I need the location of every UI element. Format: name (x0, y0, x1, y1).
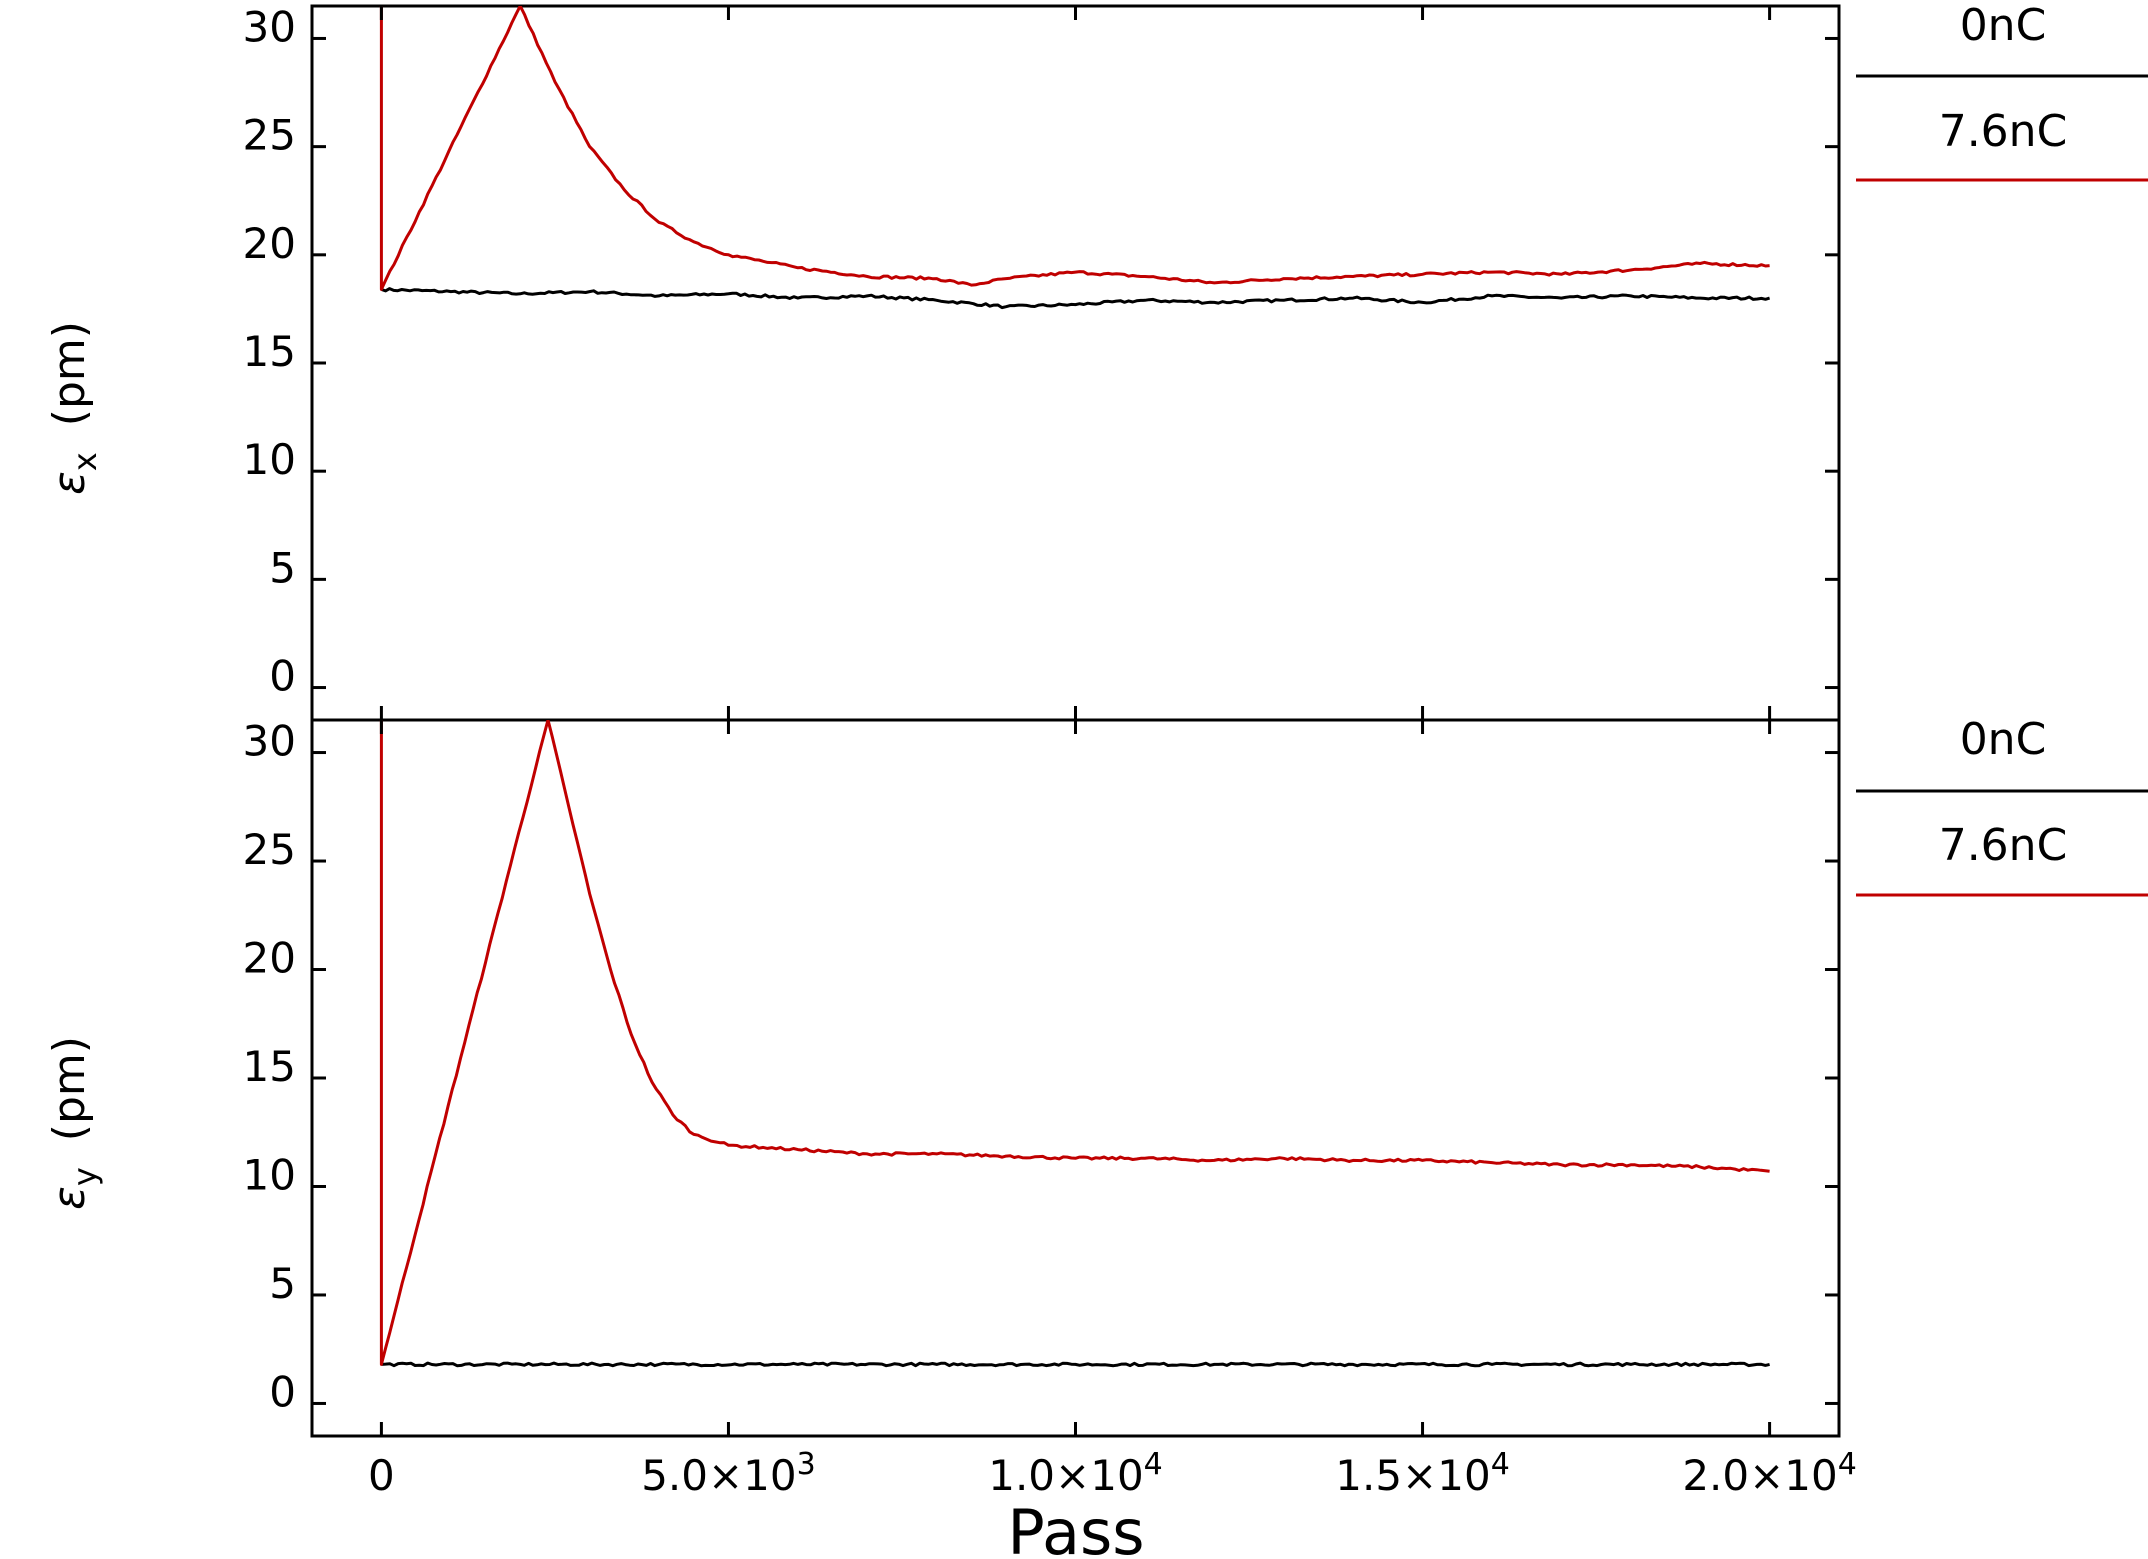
bottom-ytick-label: 20 (243, 934, 296, 983)
top-ytick-label: 15 (243, 327, 296, 376)
top-ytick-label: 0 (269, 652, 296, 701)
bottom-ytick-label: 5 (269, 1259, 296, 1308)
x-axis-title: Pass (1007, 1496, 1144, 1559)
bottom-legend-label-0nc: 0nC (1960, 714, 2047, 765)
bottom-plot-frame (310, 718, 1841, 1438)
bottom-series-line-7.6nc (379, 720, 1770, 1366)
svg-text:εy(pm): εy (pm) (44, 1036, 104, 1210)
bottom-y-axis-subscript: y (66, 1167, 104, 1186)
top-series-line-0nc (380, 287, 1771, 310)
xtick-label: 1.0×104 (988, 1447, 1163, 1500)
top-y-axis-subscript: x (66, 452, 104, 471)
bottom-plot-area (379, 720, 1770, 1368)
xtick-label: 0 (368, 1451, 395, 1500)
bottom-y-ticks: 0 5 10 15 20 25 30 (243, 717, 1839, 1416)
top-legend-label-0nc: 0nC (1960, 0, 2047, 51)
top-ytick-label: 30 (243, 2, 296, 51)
top-series-line-7.6nc (379, 6, 1770, 291)
bottom-panel: 0 5 10 15 20 25 30 εy (pm) 0nC 7.6nC 0 5.0×103 1.… (44, 714, 2148, 1559)
bottom-ytick-label: 25 (243, 825, 296, 874)
bottom-legend: 0nC 7.6nC (1856, 714, 2148, 897)
top-plot-frame (310, 4, 1841, 722)
bottom-series-line-0nc (381, 1361, 1770, 1368)
top-legend: 0nC 7.6nC (1856, 0, 2148, 182)
bottom-ytick-label: 15 (243, 1042, 296, 1091)
bottom-legend-label-7.6nc: 7.6nC (1939, 820, 2068, 871)
svg-text:εx(pm): εx (pm) (44, 321, 104, 495)
top-y-axis-unit: (pm) (44, 321, 95, 426)
top-ytick-label: 5 (269, 543, 296, 592)
bottom-y-axis-title: εy (pm) (44, 1036, 104, 1210)
bottom-ytick-label: 30 (243, 717, 296, 766)
top-y-ticks: 0 5 10 15 20 25 30 (243, 2, 1839, 701)
top-ytick-label: 25 (243, 111, 296, 160)
bottom-ytick-label: 0 (269, 1367, 296, 1416)
xtick-label: 5.0×103 (641, 1447, 816, 1500)
bottom-y-axis-unit: (pm) (44, 1036, 95, 1141)
top-legend-label-7.6nc: 7.6nC (1939, 106, 2068, 157)
bottom-x-ticks (379, 720, 1772, 1436)
bottom-y-axis-symbol: ε (44, 1186, 95, 1210)
top-plot-area (379, 6, 1771, 310)
bottom-ytick-label: 10 (243, 1150, 296, 1199)
top-x-ticks (379, 6, 1772, 720)
top-ytick-label: 20 (243, 219, 296, 268)
xtick-label: 1.5×104 (1335, 1447, 1510, 1500)
top-y-axis-symbol: ε (44, 471, 95, 495)
top-panel: 0 5 10 15 20 25 30 εx (pm) 0nC 7.6nC (44, 0, 2148, 722)
top-ytick-label: 10 (243, 435, 296, 484)
xtick-label: 2.0×104 (1682, 1447, 1857, 1500)
top-y-axis-title: εx (pm) (44, 321, 104, 495)
x-tick-labels: 0 5.0×103 1.0×104 1.5×104 2.0×104 (368, 1447, 1857, 1500)
